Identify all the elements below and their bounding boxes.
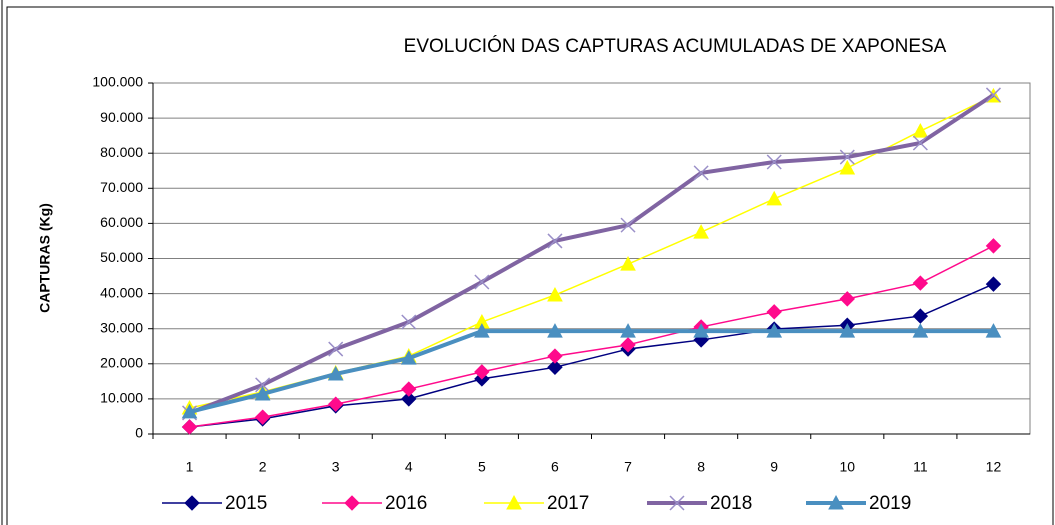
y-tick-label: 70.000 [100, 179, 143, 195]
marker [912, 323, 929, 338]
x-tick-label: 4 [405, 459, 413, 475]
marker [620, 337, 636, 353]
marker [255, 377, 271, 393]
x-tick-label: 2 [259, 459, 267, 475]
marker [912, 275, 929, 291]
marker [912, 308, 929, 324]
x-tick-label: 3 [332, 459, 340, 475]
x-tick-label: 8 [697, 459, 705, 475]
marker [912, 123, 929, 138]
y-tick-label: 100.000 [92, 74, 143, 90]
marker [620, 217, 636, 233]
x-tick-label: 7 [624, 459, 632, 475]
x-tick-label: 12 [986, 459, 1002, 475]
marker [985, 87, 1001, 103]
legend-label: 2016 [385, 493, 427, 514]
x-tick-label: 10 [840, 459, 856, 475]
line [189, 245, 994, 428]
y-tick-label: 60.000 [100, 214, 143, 230]
marker [547, 323, 563, 338]
marker [669, 495, 685, 511]
legend-item: 2016 [322, 493, 427, 514]
marker [328, 341, 344, 357]
marker [506, 494, 522, 510]
marker [620, 256, 636, 271]
y-axis-label: CAPTURAS (Kg) [37, 203, 53, 313]
marker [839, 149, 855, 165]
marker [400, 350, 417, 365]
legend-item: 2015 [162, 493, 267, 514]
marker [547, 359, 563, 376]
marker [620, 323, 636, 338]
x-tick-label: 5 [478, 459, 486, 475]
marker [985, 238, 1002, 254]
marker [254, 385, 271, 401]
marker [474, 323, 490, 338]
line [189, 283, 994, 428]
marker [254, 409, 271, 425]
x-tick-label: 1 [186, 459, 194, 475]
marker [401, 314, 417, 330]
marker [328, 396, 344, 412]
marker [344, 495, 360, 511]
marker [828, 494, 844, 510]
y-tick-label: 80.000 [100, 144, 143, 160]
y-tick-label: 50.000 [100, 249, 143, 265]
x-tick-label: 6 [551, 459, 559, 475]
line [189, 329, 994, 414]
marker [693, 165, 709, 181]
x-tick-label: 11 [913, 459, 928, 475]
marker [985, 323, 1002, 338]
marker [474, 364, 490, 380]
legend-label: 2015 [225, 493, 267, 514]
marker [547, 286, 563, 302]
marker [839, 291, 855, 307]
y-tick-label: 0 [135, 425, 143, 441]
marker [547, 348, 563, 364]
marker [401, 381, 417, 397]
marker [181, 403, 198, 419]
marker [474, 274, 490, 290]
marker [547, 233, 563, 249]
marker [839, 159, 856, 175]
marker [766, 154, 782, 170]
marker [181, 419, 198, 435]
marker [693, 323, 709, 338]
marker [912, 135, 928, 151]
legend-item: 2018 [647, 493, 752, 514]
legend-item: 2019 [806, 493, 911, 514]
chart-title: EVOLUCIÓN DAS CAPTURAS ACUMULADAS DE XAP… [404, 35, 947, 57]
legend-label: 2017 [547, 493, 589, 514]
y-tick-label: 20.000 [100, 355, 143, 371]
legend-item: 2017 [484, 493, 589, 514]
line [188, 93, 995, 415]
marker [327, 365, 344, 381]
x-tick-label: 9 [770, 459, 778, 475]
legend-label: 2018 [710, 493, 752, 514]
y-tick-label: 30.000 [100, 319, 143, 335]
marker [839, 323, 856, 338]
y-tick-label: 40.000 [100, 284, 143, 300]
marker [766, 323, 783, 338]
marker [766, 190, 783, 206]
marker [184, 495, 200, 511]
legend-label: 2019 [869, 493, 911, 514]
y-tick-label: 10.000 [100, 390, 143, 406]
marker [401, 391, 417, 407]
y-tick-label: 90.000 [100, 109, 143, 125]
marker [985, 276, 1002, 292]
marker [766, 304, 782, 320]
marker [693, 224, 709, 239]
